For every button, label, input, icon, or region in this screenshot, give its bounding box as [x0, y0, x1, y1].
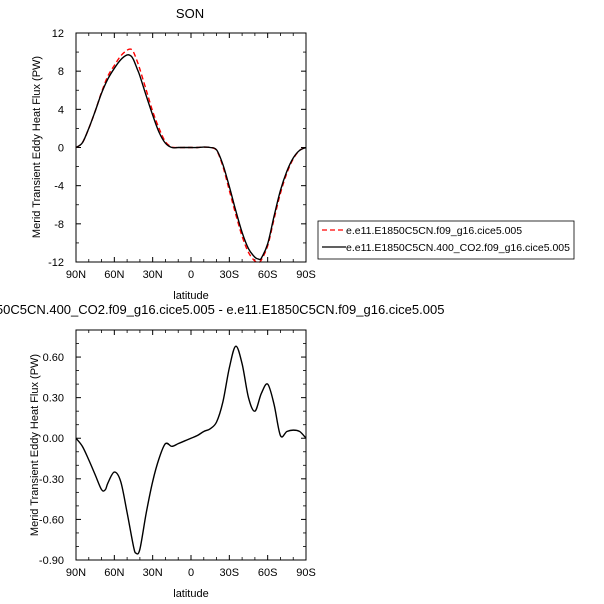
x-tick-label: 60S: [258, 269, 278, 281]
bottom-panel-ylabel: Merid Transient Eddy Heat Flux (PW): [29, 354, 41, 536]
y-tick-label: -0.90: [39, 555, 64, 567]
bottom-panel-ticks: [75, 329, 307, 561]
y-tick-label: -4: [54, 181, 64, 193]
bottom-panel-series: [75, 345, 307, 555]
bottom-panel-title: e.e11.E1850C5CN.400_CO2.f09_g16.cice5.00…: [0, 302, 444, 317]
x-tick-label: 60S: [258, 567, 278, 579]
legend: e.e11.E1850C5CN.f09_g16.cice5.005 e.e11.…: [317, 220, 575, 260]
y-tick-label: -0.60: [39, 514, 64, 526]
series-line-1-2: [75, 54, 307, 261]
top-panel-series: [75, 48, 307, 263]
top-panel-title: SON: [176, 6, 204, 21]
legend-box: [317, 220, 575, 260]
top-panel: SON 90N 60N 30N 0 30S 60S 90S -12 -8 -4 0 4 8 12 lat…: [31, 6, 575, 302]
x-tick-label: 0: [188, 567, 194, 579]
y-tick-label: 0.00: [43, 433, 64, 445]
x-tick-label: 30N: [143, 269, 163, 281]
bottom-panel-xlabel: latitude: [173, 588, 208, 600]
top-panel-xlabel: latitude: [173, 290, 208, 302]
x-tick-label: 90N: [66, 567, 86, 579]
legend-label-control: e.e11.E1850C5CN.f09_g16.cice5.005: [346, 225, 522, 237]
x-tick-label: 60N: [104, 567, 124, 579]
x-tick-label: 90N: [66, 269, 86, 281]
x-tick-label: 30S: [220, 567, 240, 579]
x-tick-label: 90S: [296, 269, 316, 281]
series-line-1-1: [75, 48, 307, 263]
bottom-panel-x-tick-labels: 90N 60N 30N 0 30S 60S 90S: [66, 567, 316, 579]
top-panel-frame: [75, 32, 307, 263]
x-tick-label: 0: [188, 269, 194, 281]
y-tick-label: 4: [58, 104, 64, 116]
top-panel-y-tick-labels: -12 -8 -4 0 4 8 12: [48, 28, 64, 269]
series-line-2-1: [75, 345, 307, 555]
x-tick-label: 30N: [143, 567, 163, 579]
bottom-panel-frame: [75, 329, 307, 561]
y-tick-label: -0.30: [39, 474, 64, 486]
y-tick-label: 8: [58, 66, 64, 78]
legend-label-co2: e.e11.E1850C5CN.400_CO2.f09_g16.cice5.00…: [346, 242, 570, 254]
x-tick-label: 60N: [104, 269, 124, 281]
y-tick-label: 0.30: [43, 393, 64, 405]
x-tick-label: 30S: [220, 269, 240, 281]
top-panel-ylabel: Merid Transient Eddy Heat Flux (PW): [31, 56, 43, 238]
top-panel-x-tick-labels: 90N 60N 30N 0 30S 60S 90S: [66, 269, 316, 281]
y-tick-label: 0: [58, 143, 64, 155]
y-tick-label: -12: [48, 257, 64, 269]
bottom-panel-y-tick-labels: -0.90 -0.60 -0.30 0.00 0.30 0.60: [39, 352, 64, 567]
y-tick-label: 12: [52, 28, 64, 40]
x-tick-label: 90S: [296, 567, 316, 579]
bottom-panel: e.e11.E1850C5CN.400_CO2.f09_g16.cice5.00…: [0, 302, 444, 600]
y-tick-label: 0.60: [43, 352, 64, 364]
y-tick-label: -8: [54, 219, 64, 231]
